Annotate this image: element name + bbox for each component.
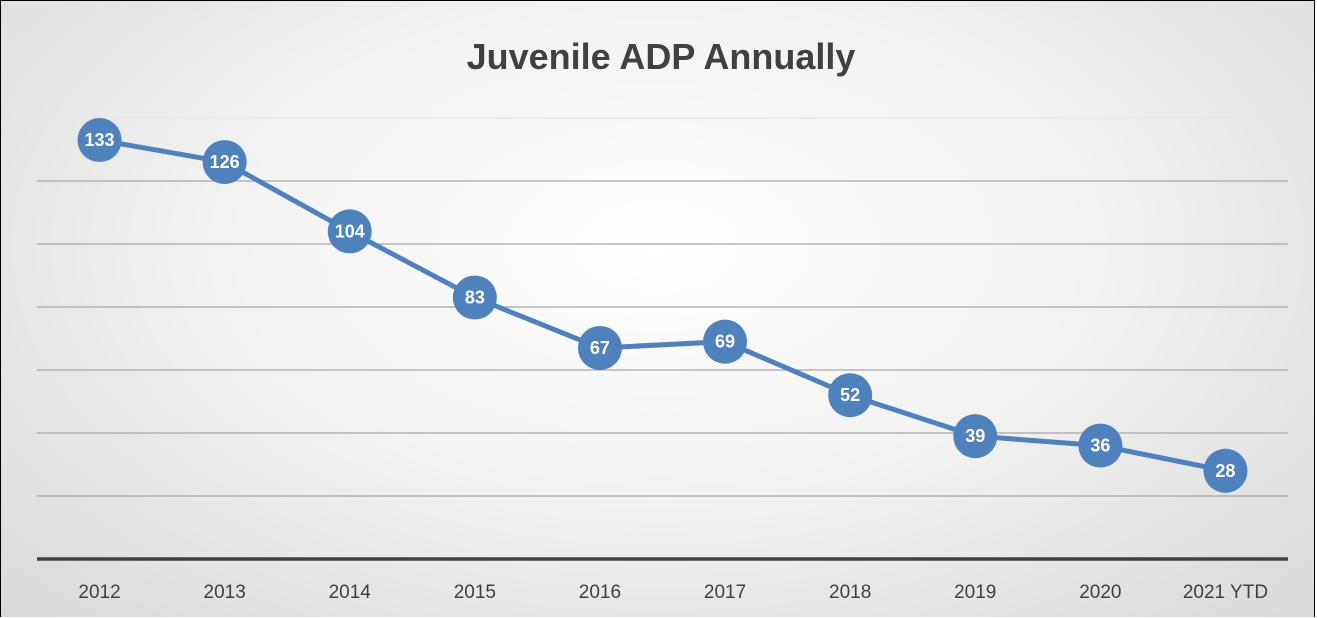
x-tick-label: 2013 [204,582,246,603]
x-tick-label: 2012 [78,582,120,603]
x-tick-label: 2016 [579,582,621,603]
data-point [577,325,622,370]
data-label: 39 [965,426,985,446]
data-labels: 133 126 104 83 67 69 52 39 36 28 [85,130,1236,481]
data-label: 28 [1215,461,1235,481]
x-axis: 2012 2013 2014 2015 2016 2017 2018 2019 2020 2021… [37,557,1288,603]
data-label: 69 [715,332,735,352]
data-label: 67 [590,338,610,358]
data-point [202,140,247,185]
data-point [77,118,122,163]
data-point [828,373,873,418]
data-label: 52 [840,385,860,405]
series-line [99,137,1226,474]
x-tick-label: 2021 YTD [1183,582,1268,603]
data-label: 83 [465,288,485,308]
data-label: 126 [210,152,240,172]
data-point [452,275,497,320]
data-point [703,319,748,364]
data-label: 36 [1090,436,1110,456]
data-point [1203,448,1248,493]
gridlines [37,117,1288,497]
x-tick-label: 2014 [329,582,372,603]
x-tick-label: 2015 [454,582,496,603]
chart-title: Juvenile ADP Annually [467,36,856,77]
data-point [953,414,998,459]
x-tick-label: 2020 [1079,582,1121,603]
data-points [77,118,1248,493]
data-label: 104 [335,221,365,241]
x-tick-label: 2019 [954,582,996,603]
x-tick-label: 2018 [829,582,871,603]
data-point [327,209,372,254]
x-tick-label: 2017 [704,582,746,603]
data-point [1078,423,1123,468]
data-label: 133 [85,130,115,150]
series-line-layer [99,137,1226,474]
